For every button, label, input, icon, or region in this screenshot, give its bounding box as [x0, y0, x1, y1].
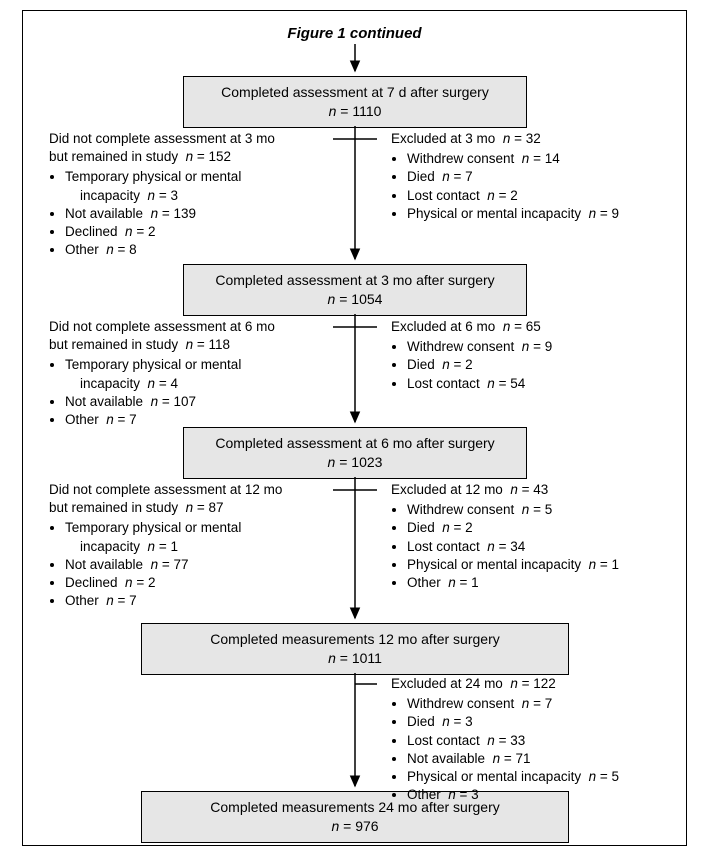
side-list-item: Physical or mental incapacity n = 5 [407, 768, 681, 786]
box-n: n = 1110 [329, 103, 382, 119]
box-3mo: Completed assessment at 3 mo after surge… [183, 264, 527, 316]
box-12mo: Completed measurements 12 mo after surge… [141, 623, 569, 675]
side-list-item: Lost contact n = 33 [407, 732, 681, 750]
side-list: Temporary physical or mental incapacity … [49, 356, 329, 429]
side-list-item: Other n = 3 [407, 786, 681, 804]
side-list-item: Declined n = 2 [65, 574, 329, 592]
side-heading: Excluded at 24 mo n = 122 [391, 675, 681, 693]
right-block-12mo: Excluded at 12 mo n = 43 Withdrew consent… [391, 481, 681, 592]
side-list-item: Temporary physical or mental incapacity … [65, 168, 329, 204]
side-heading: Did not complete assessment at 3 mobut r… [49, 130, 329, 166]
left-block-6mo: Did not complete assessment at 6 mobut r… [49, 318, 329, 429]
side-list: Temporary physical or mental incapacity … [49, 168, 329, 259]
side-list-item: Died n = 2 [407, 519, 681, 537]
side-list: Withdrew consent n = 5Died n = 2Lost con… [391, 501, 681, 592]
box-n: n = 1011 [328, 650, 382, 666]
side-list-item: Other n = 1 [407, 574, 681, 592]
side-list-item: Withdrew consent n = 14 [407, 150, 681, 168]
side-list: Withdrew consent n = 14Died n = 7Lost co… [391, 150, 681, 223]
left-block-3mo: Did not complete assessment at 3 mobut r… [49, 130, 329, 260]
figure-title: Figure 1 continued [23, 25, 686, 42]
side-list-item: Other n = 8 [65, 241, 329, 259]
side-heading: Did not complete assessment at 6 mobut r… [49, 318, 329, 354]
box-label: Completed assessment at 7 d after surger… [221, 84, 489, 100]
side-list-item: Not available n = 107 [65, 393, 329, 411]
box-6mo: Completed assessment at 6 mo after surge… [183, 427, 527, 479]
box-label: Completed assessment at 3 mo after surge… [215, 272, 494, 288]
side-list-item: Physical or mental incapacity n = 9 [407, 205, 681, 223]
side-list-item: Declined n = 2 [65, 223, 329, 241]
figure-container: Figure 1 continued Completed assessment … [0, 0, 709, 856]
side-heading: Excluded at 6 mo n = 65 [391, 318, 681, 336]
side-list-item: Physical or mental incapacity n = 1 [407, 556, 681, 574]
side-list-item: Died n = 3 [407, 713, 681, 731]
side-list-item: Temporary physical or mental incapacity … [65, 519, 329, 555]
box-n: n = 1054 [328, 291, 383, 307]
side-heading: Excluded at 3 mo n = 32 [391, 130, 681, 148]
side-list: Withdrew consent n = 7Died n = 3Lost con… [391, 695, 681, 804]
side-list-item: Withdrew consent n = 7 [407, 695, 681, 713]
side-list-item: Not available n = 139 [65, 205, 329, 223]
side-list: Withdrew consent n = 9Died n = 2Lost con… [391, 338, 681, 393]
side-heading: Excluded at 12 mo n = 43 [391, 481, 681, 499]
side-list: Temporary physical or mental incapacity … [49, 519, 329, 610]
figure-frame: Figure 1 continued Completed assessment … [22, 10, 687, 846]
side-list-item: Lost contact n = 2 [407, 187, 681, 205]
side-list-item: Withdrew consent n = 9 [407, 338, 681, 356]
side-list-item: Died n = 2 [407, 356, 681, 374]
side-heading: Did not complete assessment at 12 mobut … [49, 481, 329, 517]
side-list-item: Lost contact n = 34 [407, 538, 681, 556]
box-n: n = 976 [331, 818, 378, 834]
box-label: Completed assessment at 6 mo after surge… [215, 435, 494, 451]
side-list-item: Not available n = 71 [407, 750, 681, 768]
right-block-3mo: Excluded at 3 mo n = 32 Withdrew consent … [391, 130, 681, 223]
right-block-6mo: Excluded at 6 mo n = 65 Withdrew consent … [391, 318, 681, 393]
box-7d: Completed assessment at 7 d after surger… [183, 76, 527, 128]
box-n: n = 1023 [328, 454, 383, 470]
side-list-item: Temporary physical or mental incapacity … [65, 356, 329, 392]
side-list-item: Other n = 7 [65, 592, 329, 610]
side-list-item: Withdrew consent n = 5 [407, 501, 681, 519]
box-label: Completed measurements 12 mo after surge… [210, 631, 499, 647]
side-list-item: Died n = 7 [407, 168, 681, 186]
side-list-item: Other n = 7 [65, 411, 329, 429]
right-block-24mo: Excluded at 24 mo n = 122 Withdrew consen… [391, 675, 681, 805]
side-list-item: Lost contact n = 54 [407, 375, 681, 393]
left-block-12mo: Did not complete assessment at 12 mobut … [49, 481, 329, 611]
side-list-item: Not available n = 77 [65, 556, 329, 574]
